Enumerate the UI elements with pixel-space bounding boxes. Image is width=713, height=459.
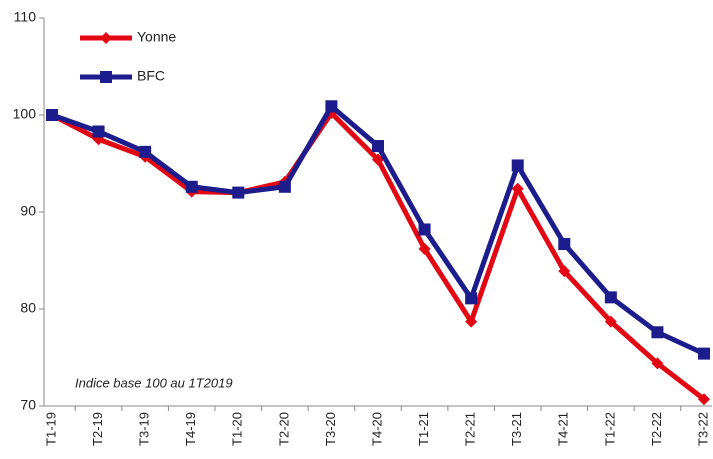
x-tick-label: T4-19: [183, 412, 198, 446]
marker: [698, 393, 710, 406]
marker: [139, 145, 152, 158]
y-tick-label: 90: [20, 203, 36, 219]
marker: [558, 238, 571, 251]
marker: [604, 315, 617, 328]
marker: [232, 186, 245, 199]
x-tick-label: T3-19: [137, 412, 152, 446]
marker: [604, 291, 617, 304]
marker: [698, 347, 710, 360]
y-tick-label: 80: [20, 300, 36, 316]
x-tick-label: T2-19: [90, 412, 105, 446]
marker: [651, 357, 664, 370]
x-tick-label: T3-22: [695, 412, 710, 446]
marker: [372, 140, 384, 153]
x-tick-label: T4-21: [556, 412, 571, 446]
marker: [92, 125, 105, 138]
x-tick-label: T2-22: [649, 412, 664, 446]
x-tick-label: T1-21: [416, 412, 431, 446]
marker: [185, 180, 198, 193]
legend-label: BFC: [137, 68, 165, 84]
x-tick-label: T2-20: [276, 412, 291, 446]
marker: [418, 242, 431, 255]
marker: [278, 180, 291, 193]
marker: [465, 315, 478, 328]
x-tick-label: T3-21: [509, 412, 524, 446]
marker: [418, 223, 431, 236]
x-tick-label: T3-20: [323, 412, 338, 446]
annotation: Indice base 100 au 1T2019: [75, 375, 233, 390]
marker: [465, 292, 478, 305]
marker: [558, 265, 571, 278]
x-tick-label: T1-20: [230, 412, 245, 446]
marker: [46, 109, 58, 121]
marker: [651, 326, 664, 339]
marker: [100, 71, 112, 83]
marker: [511, 159, 524, 172]
x-tick-label: T1-19: [43, 412, 58, 446]
marker: [100, 32, 112, 44]
y-tick-label: 70: [20, 397, 36, 413]
x-tick-label: T1-22: [602, 412, 617, 446]
marker: [372, 153, 384, 166]
x-tick-label: T2-21: [463, 412, 478, 446]
marker: [325, 100, 338, 113]
marker: [511, 182, 524, 195]
x-tick-label: T4-20: [369, 412, 384, 446]
y-tick-label: 110: [14, 9, 37, 25]
y-tick-label: 100: [13, 106, 37, 122]
legend-label: Yonne: [137, 29, 176, 45]
